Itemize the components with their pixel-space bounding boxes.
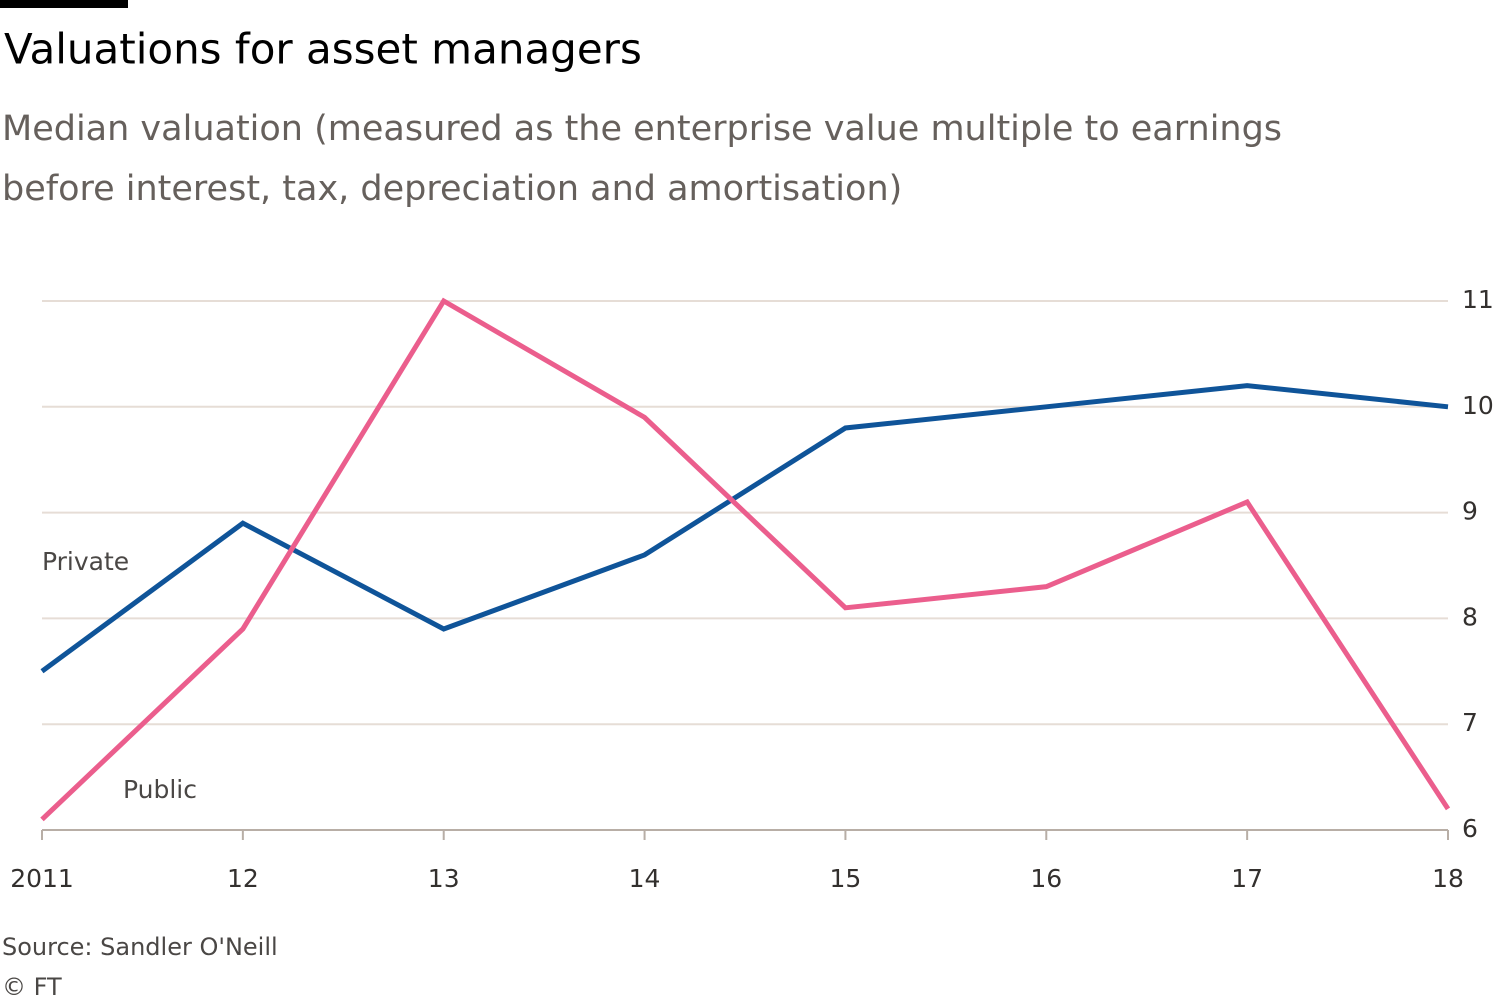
y-tick-label: 10 [1462, 391, 1494, 420]
line-series [40, 297, 1451, 822]
x-tick-label: 2011 [10, 864, 74, 893]
chart-title: Valuations for asset managers [4, 25, 642, 74]
y-tick-label: 8 [1462, 602, 1478, 631]
series-label: Public [123, 775, 197, 804]
chart-subtitle: before interest, tax, depreciation and a… [2, 169, 902, 209]
x-tick-label: 18 [1432, 864, 1464, 893]
y-tick-label: 6 [1462, 814, 1478, 843]
chart-subtitle: Median valuation (measured as the enterp… [2, 109, 1282, 149]
y-tick-label: 11 [1462, 285, 1494, 314]
brand-bar [0, 0, 128, 8]
x-tick-label: 13 [428, 864, 460, 893]
x-tick-label: 16 [1030, 864, 1062, 893]
line-series [40, 383, 1449, 674]
x-tick-label: 12 [227, 864, 259, 893]
source: Source: Sandler O'Neill [2, 933, 278, 961]
series-label: Private [42, 547, 129, 576]
y-tick-label: 9 [1462, 497, 1478, 526]
x-tick-label: 15 [830, 864, 862, 893]
x-tick-label: 17 [1231, 864, 1263, 893]
x-tick-label: 14 [629, 864, 661, 893]
credit: © FT [2, 973, 62, 1000]
y-tick-label: 7 [1462, 708, 1478, 737]
